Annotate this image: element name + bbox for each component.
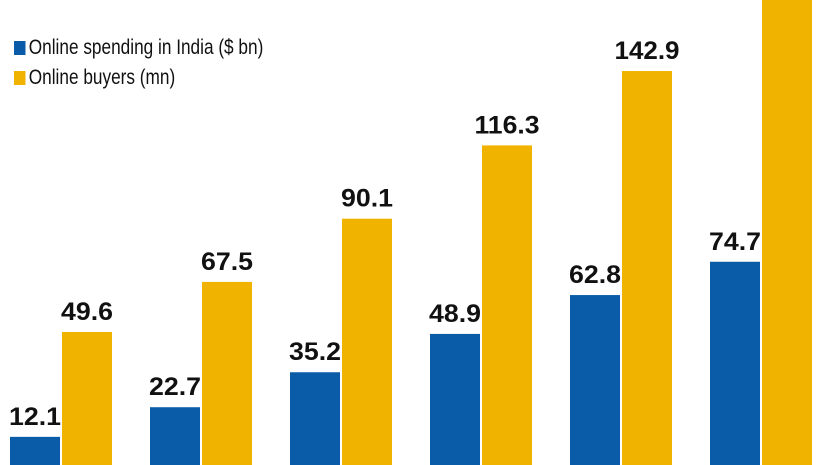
data-label: 116.3 [475,111,540,139]
buyers-bar [342,218,392,465]
legend-item-spending: Online spending in India ($ bn) [14,36,263,60]
buyers-bar [762,0,812,465]
spending-bar [10,436,60,465]
spending-bar [430,333,480,465]
legend-swatch-yellow [14,71,26,85]
legend-label: Online spending in India ($ bn) [28,36,264,59]
buyers-bar [622,71,672,465]
data-label: 12.1 [9,403,61,431]
buyers-bar [62,331,112,465]
data-label: 67.5 [201,248,253,276]
data-label: 142.9 [615,37,680,65]
buyers-bar [482,145,532,465]
spending-bar [290,372,340,465]
data-label: 35.2 [289,338,341,366]
data-label: 90.1 [341,185,393,213]
legend-label: Online buyers (mn) [28,66,176,89]
legend-swatch-blue [14,41,26,55]
data-label: 49.6 [61,298,113,326]
data-label: 74.7 [709,228,761,256]
spending-bar [570,295,620,465]
legend-item-buyers: Online buyers (mn) [14,66,175,90]
data-label: 22.7 [149,373,201,401]
data-label: 62.8 [569,261,621,289]
data-label: 48.9 [429,300,481,328]
spending-bar [710,261,760,465]
spending-bar [150,407,200,465]
buyers-bar [202,281,252,465]
